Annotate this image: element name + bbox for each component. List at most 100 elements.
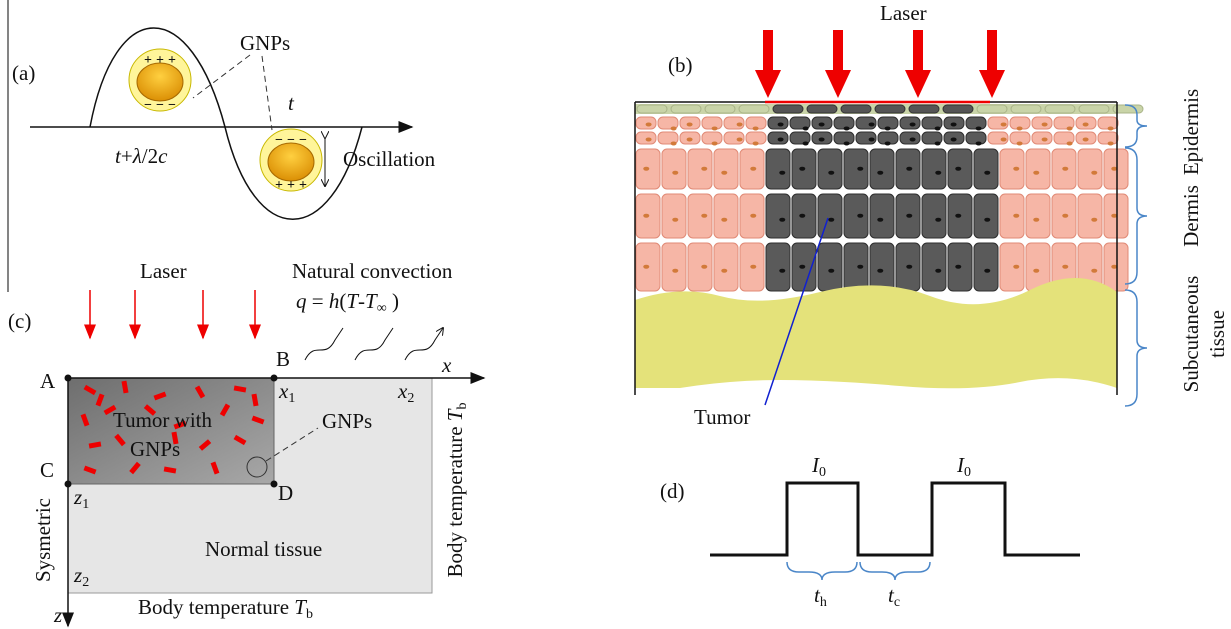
nucleus [935, 171, 941, 175]
nucleus [712, 141, 718, 145]
particle: −+−+−+ [260, 129, 322, 193]
tumor-label: GNPs [130, 437, 180, 461]
duration-label: tc [888, 583, 900, 610]
nucleus [906, 265, 912, 269]
nucleus [906, 214, 912, 218]
nucleus [1083, 137, 1089, 141]
nucleus [646, 122, 652, 126]
nucleus [951, 137, 957, 141]
point [271, 375, 278, 382]
point-label: D [278, 481, 293, 505]
charge: + [299, 178, 307, 193]
layer-label: Subcutaneous [1179, 276, 1203, 393]
nucleus [779, 171, 785, 175]
laser-arrows [90, 290, 255, 338]
panel-a: (a) +−+−+− −+−+−+ GNPs t t+λ/2c Oscillat… [8, 0, 436, 292]
convection-arrows [305, 328, 443, 360]
pulse-train [710, 483, 1080, 555]
cell [714, 149, 738, 189]
nucleus [877, 218, 883, 222]
nucleus [910, 122, 916, 126]
panel-c: (c) Laser Natural convection q = h(T-T∞ … [8, 259, 484, 627]
cell [1026, 149, 1050, 189]
nucleus [885, 141, 891, 145]
nucleus [935, 141, 941, 145]
oscillation-label: Oscillation [343, 147, 436, 171]
cell [637, 105, 667, 113]
cell [818, 149, 842, 189]
nucleus [803, 141, 809, 145]
nucleus [643, 167, 649, 171]
cell [1000, 194, 1024, 238]
nucleus [799, 265, 805, 269]
charge: − [144, 98, 152, 113]
nucleus [819, 122, 825, 126]
tumor-label: Tumor with [113, 408, 213, 432]
nucleus [672, 218, 678, 222]
nucleus [910, 137, 916, 141]
axis-label: z [53, 603, 62, 627]
nucleus [1013, 265, 1019, 269]
laser-arrow [905, 70, 931, 98]
wave [90, 28, 362, 219]
cell [844, 194, 868, 238]
nucleus [750, 265, 756, 269]
cell [870, 243, 894, 291]
cell [766, 243, 790, 291]
nucleus [1091, 269, 1097, 273]
cell [807, 105, 837, 113]
t-label: t [288, 91, 295, 115]
cell [688, 149, 712, 189]
nucleus [643, 214, 649, 218]
nucleus [1108, 141, 1114, 145]
nucleus [1091, 171, 1097, 175]
nucleus [1108, 126, 1114, 130]
cell [702, 117, 722, 129]
laser-arrow [979, 70, 1005, 98]
cell [662, 194, 686, 238]
cell [818, 194, 842, 238]
nucleus [984, 171, 990, 175]
cell [844, 243, 868, 291]
cell [739, 105, 769, 113]
nucleus [857, 265, 863, 269]
nucleus [885, 126, 891, 130]
nucleus [712, 126, 718, 130]
nucleus [857, 214, 863, 218]
nucleus [737, 137, 743, 141]
duration-label: th [814, 583, 827, 610]
cell [773, 105, 803, 113]
nucleus [1091, 218, 1097, 222]
cell [1026, 194, 1050, 238]
cell [1078, 149, 1102, 189]
nucleus [721, 269, 727, 273]
cell [844, 149, 868, 189]
cell [1032, 132, 1052, 144]
nucleus [1033, 269, 1039, 273]
cell [974, 194, 998, 238]
nucleus [844, 141, 850, 145]
charge: − [287, 133, 295, 148]
nucleus [779, 269, 785, 273]
gnps-label: GNPs [322, 409, 372, 433]
particle-core [137, 63, 183, 101]
laser-arrow [825, 70, 851, 98]
cell [966, 132, 986, 144]
nucleus [799, 214, 805, 218]
cell [1098, 132, 1118, 144]
nucleus [687, 137, 693, 141]
axis-label: x [441, 353, 452, 377]
panel-d: (d) I0 I0 th tc [660, 453, 1080, 610]
panel-label: (d) [660, 479, 685, 503]
charge: + [144, 53, 152, 68]
nucleus [687, 122, 693, 126]
cell [702, 132, 722, 144]
nucleus [643, 265, 649, 269]
cell [766, 194, 790, 238]
particle: +−+−+− [129, 49, 191, 113]
subcutaneous-layer [635, 278, 1117, 388]
nucleus [803, 126, 809, 130]
cell [909, 105, 939, 113]
nucleus [877, 171, 883, 175]
layer-label: tissue [1205, 310, 1229, 358]
